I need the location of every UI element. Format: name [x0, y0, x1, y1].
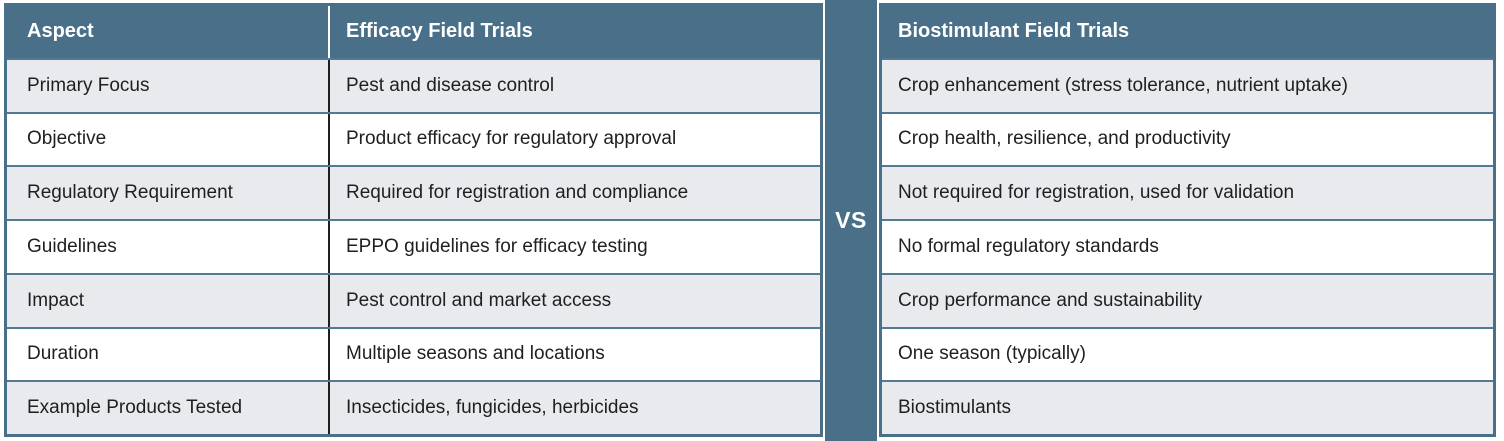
- biostimulant-cell: No formal regulatory standards: [898, 235, 1159, 257]
- table-row: Regulatory Requirement Required for regi…: [7, 165, 820, 219]
- aspect-cell: Guidelines: [27, 235, 117, 257]
- table-row: Crop performance and sustainability: [882, 272, 1493, 327]
- vs-label: VS: [835, 207, 867, 233]
- table-row: Duration Multiple seasons and locations: [7, 326, 820, 381]
- aspect-cell: Primary Focus: [27, 74, 150, 96]
- vs-divider: VS: [823, 0, 879, 441]
- biostimulant-table: Biostimulant Field Trials Crop enhanceme…: [879, 3, 1496, 437]
- aspect-cell: Example Products Tested: [27, 397, 243, 419]
- efficacy-table-header-row: Aspect Efficacy Field Trials: [7, 6, 820, 58]
- aspect-cell: Objective: [27, 128, 107, 150]
- table-row: Crop health, resilience, and productivit…: [882, 111, 1493, 166]
- efficacy-cell: Insecticides, fungicides, herbicides: [328, 382, 820, 434]
- aspect-cell: Regulatory Requirement: [27, 182, 233, 204]
- efficacy-cell: Multiple seasons and locations: [328, 328, 820, 381]
- efficacy-cell: Product efficacy for regulatory approval: [328, 113, 820, 166]
- efficacy-column-header: Efficacy Field Trials: [328, 6, 820, 58]
- aspect-cell: Impact: [27, 289, 85, 311]
- table-row: One season (typically): [882, 326, 1493, 381]
- biostimulant-cell: Crop health, resilience, and productivit…: [898, 128, 1231, 150]
- efficacy-cell: Pest control and market access: [328, 274, 820, 327]
- table-row: Objective Product efficacy for regulator…: [7, 111, 820, 166]
- table-row: Primary Focus Pest and disease control: [7, 57, 820, 112]
- efficacy-cell: Pest and disease control: [328, 59, 820, 112]
- biostimulant-cell: One season (typically): [898, 343, 1086, 365]
- efficacy-cell: Required for registration and compliance: [328, 167, 820, 219]
- table-row: Example Products Tested Insecticides, fu…: [7, 380, 820, 434]
- table-row: No formal regulatory standards: [882, 219, 1493, 273]
- biostimulant-cell: Biostimulants: [898, 397, 1011, 419]
- efficacy-cell: EPPO guidelines for efficacy testing: [328, 221, 820, 273]
- biostimulant-cell: Crop enhancement (stress tolerance, nutr…: [898, 74, 1348, 96]
- table-row: Crop enhancement (stress tolerance, nutr…: [882, 57, 1493, 112]
- biostimulant-column-header: Biostimulant Field Trials: [898, 20, 1130, 43]
- table-row: Impact Pest control and market access: [7, 272, 820, 327]
- table-row: Not required for registration, used for …: [882, 165, 1493, 219]
- biostimulant-table-header-row: Biostimulant Field Trials: [882, 6, 1493, 58]
- efficacy-table: Aspect Efficacy Field Trials Primary Foc…: [4, 3, 823, 437]
- biostimulant-cell: Crop performance and sustainability: [898, 289, 1203, 311]
- aspect-column-header: Aspect: [27, 20, 94, 43]
- biostimulant-cell: Not required for registration, used for …: [898, 182, 1295, 204]
- aspect-cell: Duration: [27, 343, 99, 365]
- table-row: Biostimulants: [882, 380, 1493, 434]
- table-row: Guidelines EPPO guidelines for efficacy …: [7, 219, 820, 273]
